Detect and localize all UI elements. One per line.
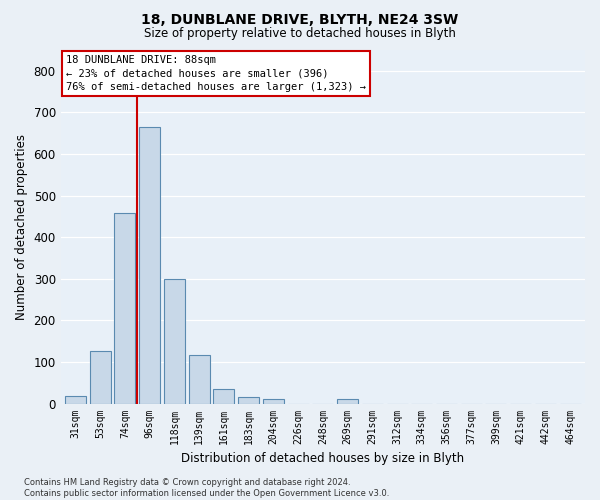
Bar	[139, 127, 160, 404]
Text: 18, DUNBLANE DRIVE, BLYTH, NE24 3SW: 18, DUNBLANE DRIVE, BLYTH, NE24 3SW	[142, 12, 458, 26]
Bar	[337, 400, 358, 404]
Bar	[90, 350, 111, 404]
Bar	[263, 400, 284, 404]
Text: Contains HM Land Registry data © Crown copyright and database right 2024.
Contai: Contains HM Land Registry data © Crown c…	[24, 478, 389, 498]
Bar	[65, 396, 86, 404]
Bar	[188, 355, 209, 404]
Bar	[214, 389, 235, 404]
Y-axis label: Number of detached properties: Number of detached properties	[15, 134, 28, 320]
Bar	[164, 279, 185, 404]
Text: Size of property relative to detached houses in Blyth: Size of property relative to detached ho…	[144, 28, 456, 40]
Bar	[115, 213, 136, 404]
Text: 18 DUNBLANE DRIVE: 88sqm
← 23% of detached houses are smaller (396)
76% of semi-: 18 DUNBLANE DRIVE: 88sqm ← 23% of detach…	[66, 56, 366, 92]
Bar	[238, 397, 259, 404]
X-axis label: Distribution of detached houses by size in Blyth: Distribution of detached houses by size …	[181, 452, 464, 465]
